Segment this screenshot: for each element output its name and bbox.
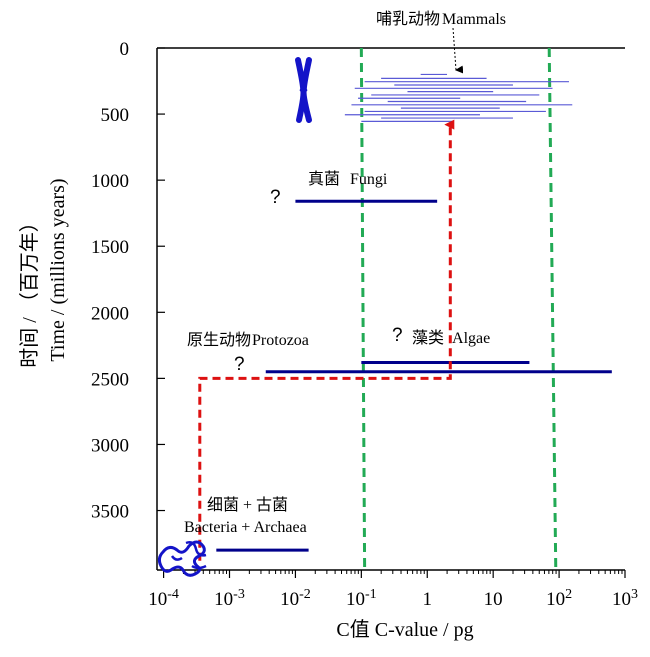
algae-uncertain-mark: ? [392,325,403,346]
genome-size-boundaries [359,47,558,571]
protozoa-uncertain-mark: ? [234,354,245,375]
mammal-range-lines [344,73,573,122]
x-tick-label: 1 [423,589,433,610]
y-axis-ticks: 0 500 1000 1500 2000 2500 3000 3500 [91,39,165,523]
evolution-path-line [198,119,455,561]
boundary-line-1 [359,47,367,571]
axes [156,47,625,571]
evolution-path [198,119,455,561]
y-tick-label: 3500 [91,502,129,523]
y-axis-title-cn: 时间 / （百万年） [18,212,41,368]
fungi-label: 真菌 Fungi [308,170,388,188]
x-tick-label: 103 [612,587,638,610]
x-axis-ticks: 10-4 10-3 10-2 10-1 1 10 102 103 [148,570,638,610]
chromosome-icon [295,57,312,123]
y-tick-label: 2500 [91,369,129,390]
x-tick-label: 10-1 [346,587,377,610]
protozoa-label: 原生动物Protozoa [187,331,309,349]
y-tick-label: 0 [120,39,130,60]
group-range-lines [216,199,612,552]
mammals-pointer-arrow [452,27,464,74]
x-axis-title: C值 C-value / pg [336,618,473,641]
x-tick-label: 10-4 [148,587,179,610]
bacteria-label-en: Bacteria + Archaea [184,519,307,536]
y-axis-title-en: Time / (millions years) [47,178,69,361]
x-tick-label: 10-3 [214,587,245,610]
mammals-label: 哺乳动物 Mammals [376,10,506,28]
bacteria-label-cn: 细菌 + 古菌 [207,496,288,514]
fungi-uncertain-mark: ? [270,187,281,208]
y-tick-label: 1500 [91,237,129,258]
x-tick-label: 10 [484,589,503,610]
bacteria-cluster-icon [157,540,207,577]
y-tick-label: 500 [101,105,130,126]
x-tick-label: 10-2 [280,587,311,610]
boundary-line-2 [547,47,558,571]
y-tick-label: 2000 [91,303,129,324]
algae-label: 藻类 Algae [412,329,490,347]
y-tick-label: 3000 [91,435,129,456]
y-tick-label: 1000 [91,171,129,192]
x-tick-label: 102 [546,587,572,610]
